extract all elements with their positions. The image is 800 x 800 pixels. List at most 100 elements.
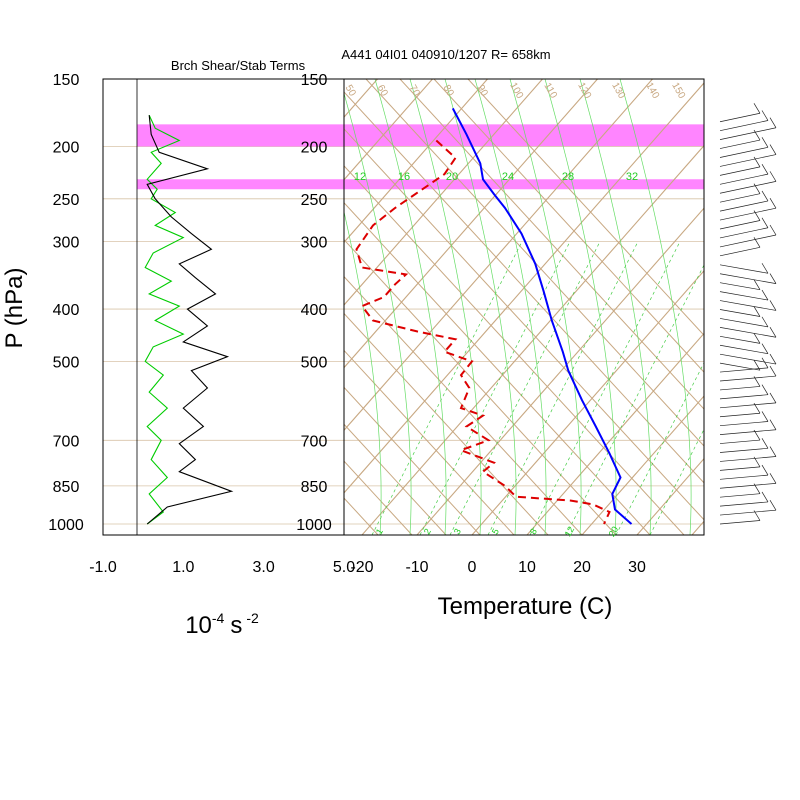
right-x-tick: -10 xyxy=(405,559,428,576)
moist-adiabat xyxy=(619,79,692,535)
theta-label: 150 xyxy=(669,81,687,101)
theta-labels: 50 60 70 80 90 100 110 120 130 140 150 xyxy=(343,81,688,101)
wind-barb-feather xyxy=(769,353,777,365)
shear-stab-panel: Brch Shear/Stab Terms 150 200 250 300 400 500… xyxy=(1,58,355,639)
wind-barb-feather xyxy=(769,446,777,457)
wind-barb-feather xyxy=(761,491,769,503)
wind-barb-feather xyxy=(753,403,761,414)
isotherm xyxy=(344,82,704,494)
wind-barb-feather xyxy=(769,144,777,155)
skew-t-background xyxy=(0,79,704,535)
right-y-tick: 500 xyxy=(301,354,328,371)
left-y-tick: 250 xyxy=(53,192,80,209)
wind-barb xyxy=(719,456,777,462)
wind-barb xyxy=(719,318,769,328)
isotherm xyxy=(636,457,704,535)
dry-adiabat xyxy=(433,79,704,373)
shaded-layer-2 xyxy=(344,179,704,190)
wind-barb xyxy=(719,375,777,382)
wind-barb xyxy=(719,509,777,516)
dry-adiabat xyxy=(0,79,310,535)
left-x-tick: -1.0 xyxy=(89,559,117,576)
left-y-tick: 200 xyxy=(53,139,80,156)
right-x-tick: 30 xyxy=(628,559,646,576)
wind-barb xyxy=(719,166,761,176)
left-y-tick-labels: 150 200 250 300 400 500 700 850 1000 xyxy=(48,72,84,534)
wind-barb-feather xyxy=(753,306,761,317)
left-x-tick: 3.0 xyxy=(253,559,275,576)
dry-adiabat xyxy=(467,79,704,336)
wind-barb xyxy=(719,367,769,373)
dry-adiabat xyxy=(365,79,704,447)
y-axis-label: P (hPa) xyxy=(1,268,28,349)
left-y-tick: 700 xyxy=(53,433,80,450)
left-panel-title: Brch Shear/Stab Terms xyxy=(171,58,306,73)
wind-barb xyxy=(719,429,777,435)
mixing-ratio-label-bottom: 12 xyxy=(563,525,577,539)
wind-barb-feather xyxy=(761,217,769,228)
mixing-ratio-line xyxy=(529,241,681,535)
wind-barb xyxy=(719,394,769,400)
dry-adiabat xyxy=(0,79,242,535)
mixing-ratio-line xyxy=(487,241,639,535)
theta-label: 140 xyxy=(643,81,661,101)
right-x-tick: 20 xyxy=(573,559,591,576)
left-x-tick: 1.0 xyxy=(172,559,194,576)
right-y-tick: 300 xyxy=(301,235,328,252)
wind-barb-feather xyxy=(753,376,761,387)
mixing-ratio-label-bottom: 20 xyxy=(607,525,621,539)
left-y-tick: 400 xyxy=(53,302,80,319)
mixing-ratio-line xyxy=(649,428,704,535)
left-x-tick: 5.0 xyxy=(333,559,355,576)
shaded-layer-1 xyxy=(344,124,704,147)
wind-barb xyxy=(719,291,769,301)
wind-barb-feather xyxy=(753,510,761,521)
dewpoint-line xyxy=(355,139,611,525)
wind-barb xyxy=(719,447,769,453)
wind-barb-feather xyxy=(753,129,761,141)
wind-barb xyxy=(719,353,777,365)
mixing-ratio-line xyxy=(615,362,704,535)
mixing-ratio-label-bottom: 2 xyxy=(422,527,433,536)
moist-adiabat xyxy=(509,79,582,535)
mixing-ratio-label-bottom: 1 xyxy=(374,527,385,536)
right-y-tick: 200 xyxy=(301,139,328,156)
mixing-ratio-labels: 12 16 20 24 28 321 2 3 5 8 12 20 xyxy=(354,171,638,538)
right-x-tick: 10 xyxy=(518,559,536,576)
moist-adiabat xyxy=(474,79,547,535)
moist-adiabat xyxy=(344,92,412,535)
isotherm xyxy=(416,207,704,535)
wind-barb-feather xyxy=(753,483,761,494)
wind-barb-feather xyxy=(761,137,769,148)
left-y-tick: 500 xyxy=(53,354,80,371)
wind-barb xyxy=(719,112,761,123)
mixing-ratio-line xyxy=(565,264,704,535)
wind-barb-feather xyxy=(753,210,761,221)
wind-barb xyxy=(719,300,777,311)
dry-adiabat xyxy=(344,275,583,535)
mixing-ratio-label: 20 xyxy=(446,171,458,183)
wind-barb-feather xyxy=(753,429,761,441)
left-series xyxy=(144,114,234,525)
left-y-tick: 300 xyxy=(53,235,80,252)
wind-barb-feather xyxy=(761,263,769,274)
right-panel-title: A441 04I01 040910/1207 R= 658km xyxy=(341,47,550,62)
wind-barb xyxy=(719,520,761,525)
dry-adiabat xyxy=(344,349,515,535)
isotherm xyxy=(344,79,598,369)
wind-barb-feather xyxy=(761,438,769,449)
wind-barb xyxy=(719,173,769,185)
right-panel-frame xyxy=(343,78,705,536)
wind-barb xyxy=(719,220,761,230)
dry-adiabat xyxy=(344,534,345,535)
dry-adiabat xyxy=(0,79,276,535)
mixing-ratio-label: 28 xyxy=(562,171,574,183)
skew-t-series xyxy=(355,107,633,525)
wind-barb xyxy=(719,207,777,221)
right-x-tick-labels: -20 -10 0 10 20 30 xyxy=(350,559,646,576)
theta-label: 80 xyxy=(441,83,456,99)
wind-barb-feather xyxy=(769,224,777,236)
mixing-ratio-line xyxy=(419,241,571,535)
wind-barb-feather xyxy=(761,316,769,328)
wind-barb xyxy=(719,421,769,427)
